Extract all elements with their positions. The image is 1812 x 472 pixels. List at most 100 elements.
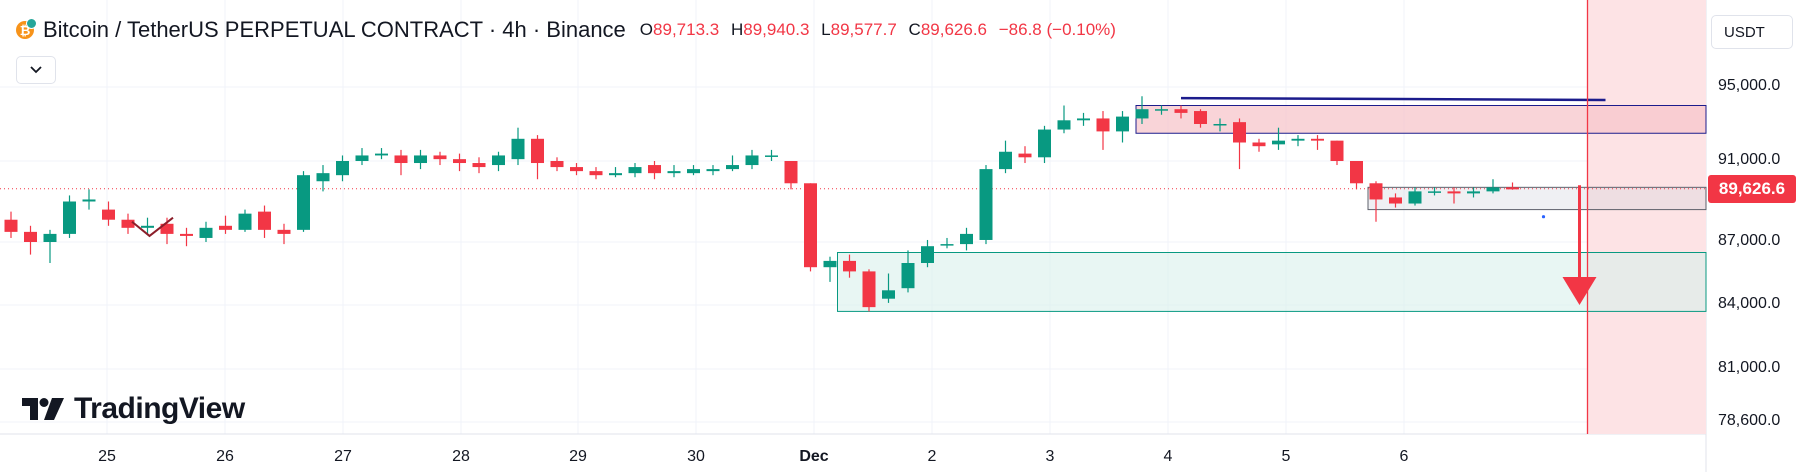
candle-body: [24, 231, 37, 242]
close-value: 89,626.6: [920, 20, 988, 39]
candle-body: [1350, 161, 1363, 184]
candle-body: [1135, 109, 1149, 119]
candle-body: [1252, 142, 1266, 147]
candle-body: [297, 175, 310, 230]
resistance-line: [1180, 96, 1606, 102]
candle-body: [160, 223, 174, 234]
status-dot: [26, 18, 37, 29]
price-axis-label: 81,000.0: [1718, 359, 1781, 376]
candle-body: [433, 155, 447, 160]
time-axis-label: 27: [334, 448, 352, 465]
open-value: 89,713.3: [653, 20, 720, 39]
demand-zone: [837, 252, 1707, 312]
candle-body: [687, 169, 700, 174]
candle-body: [784, 161, 798, 184]
candle-body: [1486, 187, 1500, 192]
candle-body: [1116, 116, 1129, 132]
chevron-down-icon: [30, 66, 42, 74]
candle-body: [180, 233, 193, 236]
candle-body: [531, 138, 544, 164]
candle-body: [238, 213, 252, 230]
forecast-arrow-head: [1562, 277, 1597, 305]
candle-body: [121, 219, 135, 228]
candle-body: [609, 173, 622, 176]
candle-body: [1155, 109, 1168, 111]
close-label: C: [908, 20, 921, 39]
candle-body: [804, 183, 817, 268]
candle-body: [492, 155, 505, 166]
candle-body: [277, 229, 291, 234]
candle-body: [63, 201, 76, 234]
price-axis-label: 91,000.0: [1718, 151, 1781, 168]
candle-body: [141, 225, 154, 228]
candle-body: [1057, 120, 1071, 130]
candle-body: [199, 227, 213, 238]
candle-body: [1369, 183, 1383, 200]
candle-body: [1233, 122, 1246, 143]
candle-body: [765, 155, 778, 157]
low-value: 89,577.7: [830, 20, 897, 39]
candle-body: [4, 219, 18, 232]
candle-body: [375, 153, 388, 156]
collapse-legend-button[interactable]: [16, 56, 56, 84]
candle-body: [667, 171, 681, 174]
candle-body: [1311, 138, 1324, 141]
candle-body: [1408, 191, 1422, 204]
candle-body: [882, 290, 895, 299]
candle-body: [511, 138, 525, 160]
tradingview-wordmark: TradingView: [74, 392, 245, 425]
time-axis-label: Dec: [799, 448, 829, 465]
time-axis-label: 2: [927, 448, 937, 465]
time-axis-label: 6: [1399, 448, 1409, 465]
chart-legend: ₿ Bitcoin / TetherUS PERPETUAL CONTRACT …: [16, 17, 1116, 43]
currency-button[interactable]: USDT: [1711, 15, 1793, 49]
candle-body: [901, 263, 915, 289]
candle-body: [628, 167, 642, 174]
open-label: O: [639, 20, 654, 39]
candle-body: [550, 161, 564, 168]
candle-body: [862, 271, 876, 308]
marker-dot: [1541, 215, 1546, 219]
tradingview-logo-icon: [22, 398, 64, 420]
candle-body: [336, 161, 349, 176]
last-price-tag: 89,626.6: [1708, 174, 1796, 203]
candle-body: [102, 209, 115, 220]
candle-body: [1096, 118, 1110, 132]
candle-body: [1428, 191, 1441, 193]
time-axis-label: 26: [216, 448, 234, 465]
symbol-title[interactable]: Bitcoin / TetherUS PERPETUAL CONTRACT · …: [43, 17, 626, 42]
tradingview-logo: TradingView: [22, 392, 245, 426]
low-label: L: [821, 20, 831, 39]
candle-body: [979, 169, 993, 240]
candle-body: [453, 159, 466, 164]
time-axis-label: 29: [569, 448, 587, 465]
candle-body: [726, 165, 739, 170]
high-value: 89,940.3: [743, 20, 810, 39]
candle-body: [745, 155, 759, 166]
price-axis-label: 95,000.0: [1718, 77, 1781, 94]
candle-body: [999, 151, 1012, 170]
candle-body: [1389, 197, 1402, 204]
candle-body: [921, 246, 934, 263]
candle-body: [1272, 140, 1285, 145]
candle-body: [1330, 140, 1344, 161]
candle-body: [316, 173, 330, 182]
candle-body: [1038, 129, 1051, 158]
candle-body: [1077, 118, 1090, 121]
candle-body: [43, 233, 57, 242]
candle-body: [1467, 191, 1480, 194]
candle-body: [1291, 138, 1305, 141]
candle-body: [394, 155, 408, 164]
candle-body: [960, 233, 973, 245]
price-axis-background: [1706, 0, 1812, 472]
candle-body: [414, 155, 427, 164]
time-axis-label: 4: [1163, 448, 1173, 465]
time-axis-label: 28: [452, 448, 470, 465]
future-range-shade: [1587, 0, 1706, 434]
candle-body: [258, 211, 271, 230]
candle-body: [570, 167, 583, 172]
ohlc-values: O89,713.3 H89,940.3 L89,577.7 C89,626.6 …: [640, 20, 1116, 40]
candle-body: [940, 244, 954, 246]
time-axis-label: 5: [1281, 448, 1291, 465]
